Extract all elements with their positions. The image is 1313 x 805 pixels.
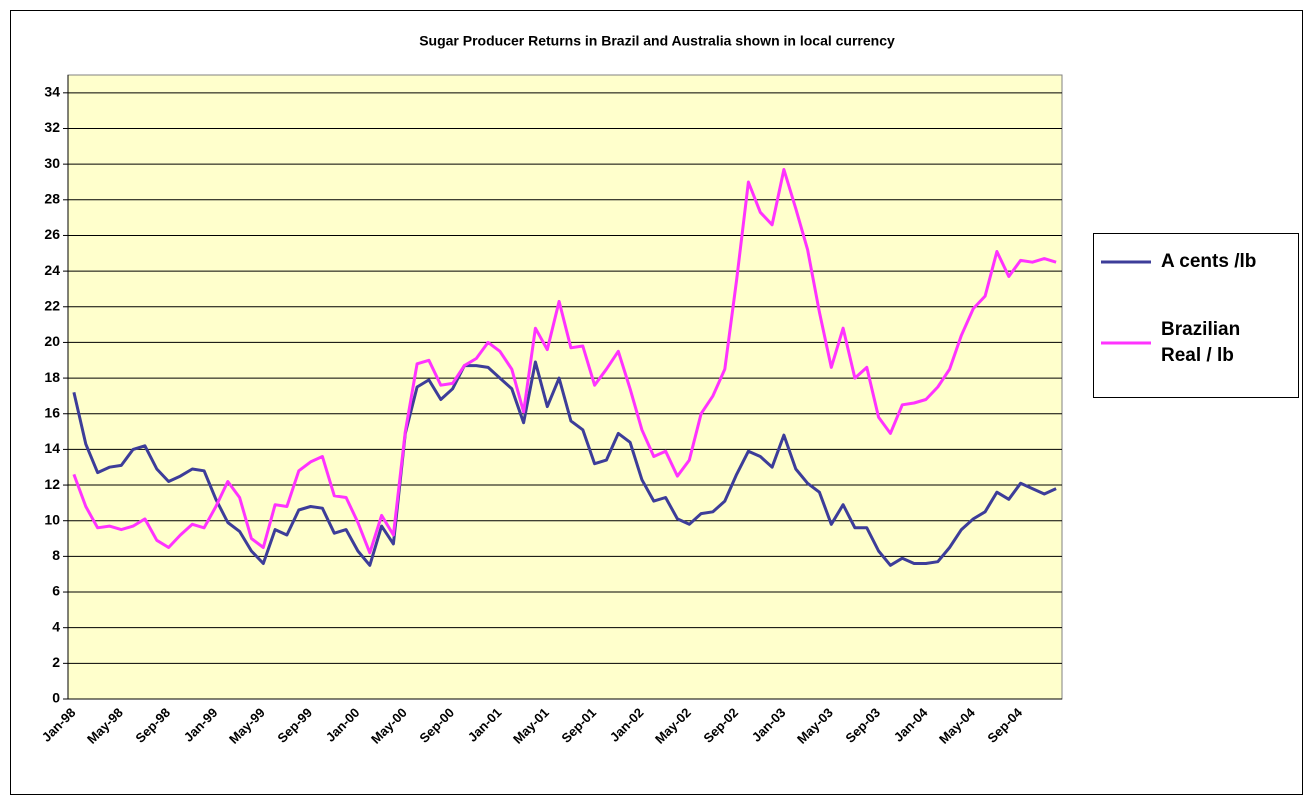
legend-label: Brazilian Real / lb (1161, 319, 1240, 366)
y-tick-label: 30 (44, 155, 60, 171)
y-tick-label: 34 (44, 84, 60, 100)
y-tick-label: 2 (52, 654, 60, 670)
y-tick-label: 18 (44, 369, 60, 385)
y-tick-label: 26 (44, 226, 60, 242)
plot-area (67, 74, 1063, 700)
y-tick-label: 4 (52, 618, 60, 634)
y-tick-label: 16 (44, 404, 60, 420)
y-tick-label: 24 (44, 262, 60, 278)
legend-label: A cents /lb (1161, 251, 1256, 272)
y-tick-label: 14 (44, 440, 60, 456)
line-series (72, 360, 1057, 567)
y-tick-label: 32 (44, 119, 60, 135)
y-tick-label: 6 (52, 583, 60, 599)
y-tick-label: 8 (52, 547, 60, 563)
y-tick-label: 10 (44, 511, 60, 527)
chart-title: Sugar Producer Returns in Brazil and Aus… (419, 33, 895, 49)
y-tick-label: 28 (44, 191, 60, 207)
y-tick-label: 0 (52, 690, 60, 706)
y-tick-label: 20 (44, 333, 60, 349)
y-tick-label: 12 (44, 476, 60, 492)
line-series (72, 168, 1057, 555)
y-tick-label: 22 (44, 297, 60, 313)
